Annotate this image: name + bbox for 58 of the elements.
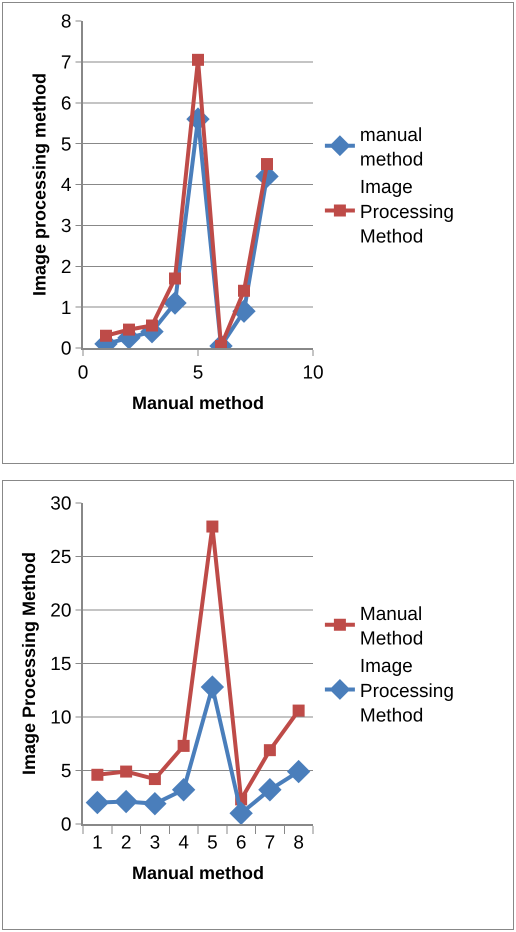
legend-label: Image Processing Method: [360, 656, 454, 727]
y-tick-label: 30: [50, 494, 72, 515]
legend-label: Image Processing Method: [360, 177, 454, 248]
y-tick-label: 0: [60, 814, 72, 836]
point: [91, 768, 104, 781]
y-tick-label: 5: [60, 134, 72, 156]
x-tick-label: 7: [264, 832, 276, 854]
y-tick-label: 1: [60, 298, 72, 319]
y-tick-label: 25: [50, 547, 72, 568]
x-tick-label: 5: [192, 362, 204, 384]
x-tick-label: 10: [302, 362, 324, 384]
y-tick-label: 8: [60, 12, 72, 33]
x-axis-title: Manual method: [132, 863, 264, 884]
y-tick-label: 4: [60, 175, 72, 196]
x-tick-label: 2: [120, 832, 132, 854]
point: [206, 520, 218, 533]
y-tick-label: 10: [50, 708, 72, 729]
point: [292, 704, 305, 717]
y-axis-title: Image processing method: [30, 72, 50, 296]
y-axis-title: Image Processing Method: [19, 552, 40, 776]
point: [86, 790, 110, 814]
x-tick-label: 0: [78, 362, 88, 384]
point: [100, 330, 112, 342]
legend-label: Manual Method: [360, 604, 424, 650]
point: [143, 792, 167, 816]
x-tick-label: 1: [92, 832, 103, 854]
x-tick-label: 5: [207, 832, 218, 854]
point: [123, 324, 135, 336]
point: [148, 773, 161, 786]
point: [192, 54, 204, 66]
x-tick-label: 8: [293, 832, 304, 854]
point: [169, 272, 181, 285]
point: [238, 284, 250, 297]
y-tick-label: 5: [60, 761, 72, 782]
x-tick-label: 3: [150, 832, 160, 854]
x-tick-label: 4: [178, 832, 190, 854]
point: [229, 802, 253, 824]
point: [114, 790, 138, 814]
point: [261, 158, 273, 170]
point: [163, 291, 187, 315]
point: [178, 740, 190, 752]
point: [200, 675, 224, 699]
legend-label: manual method: [360, 124, 424, 170]
y-tick-label: 20: [50, 600, 72, 622]
point: [146, 320, 158, 332]
point: [120, 766, 132, 778]
x-tick-label: 6: [236, 832, 246, 854]
point: [172, 778, 196, 802]
y-tick-label: 7: [60, 52, 72, 74]
point: [286, 760, 310, 784]
y-tick-label: 6: [60, 93, 72, 114]
y-tick-label: 3: [60, 216, 72, 238]
point: [258, 778, 282, 802]
point: [264, 744, 276, 756]
y-tick-label: 0: [60, 338, 72, 360]
y-tick-label: 15: [50, 654, 72, 676]
x-axis-title: Manual method: [132, 393, 264, 414]
y-tick-label: 2: [60, 256, 72, 278]
